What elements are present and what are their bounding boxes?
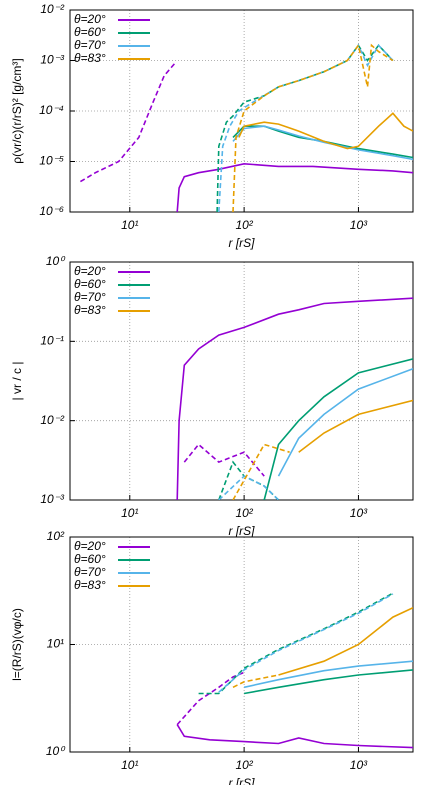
x-axis-label: r [rS] [229,524,256,538]
y-tick-label: 10⁻¹ [40,334,64,348]
legend-label: θ=20° [74,539,106,553]
y-tick-label: 10² [47,529,65,543]
legend-label: θ=83° [74,578,106,592]
series-line [79,62,176,183]
series-line [232,125,413,159]
y-tick-label: 10⁻³ [40,53,65,67]
series-line [277,368,413,477]
legend-label: θ=70° [74,290,106,304]
y-tick-label: 10¹ [47,637,64,651]
series-line [243,669,413,695]
series-line [216,43,394,212]
x-tick-label: 10¹ [121,506,138,520]
series-line [176,671,245,726]
legend-label: θ=60° [74,25,106,39]
x-axis-label: r [rS] [229,236,256,250]
x-tick-label: 10³ [350,218,368,232]
y-axis-label: | vr / c | [10,362,24,401]
legend-label: θ=83° [74,303,106,317]
x-tick-label: 10¹ [121,758,138,772]
series-line [232,674,279,689]
y-tick-label: 10⁻³ [40,492,65,506]
x-tick-label: 10³ [350,506,368,520]
y-tick-label: 10⁻⁵ [39,154,64,168]
legend-label: θ=20° [74,12,106,26]
series-line [198,592,394,695]
legend-label: θ=83° [74,51,106,65]
series-line [176,724,413,749]
series-line [243,660,413,689]
y-tick-label: 10⁻² [40,2,65,16]
y-axis-label: ρ(vr/c)(r/rS)² [g/cm³] [10,58,24,163]
series-line [232,443,290,500]
x-tick-label: 10¹ [121,218,138,232]
legend-label: θ=70° [74,38,106,52]
series-line [218,43,394,212]
y-axis-label: l=(R/rS)(vφ/c) [10,608,24,681]
series-line [238,112,413,150]
y-tick-label: 10⁻⁶ [39,204,64,218]
x-tick-label: 10² [235,506,253,520]
legend-label: θ=20° [74,264,106,278]
series-line [232,125,413,161]
series-line [232,43,394,212]
x-axis-label: r [rS] [229,776,256,785]
plot-frame [69,536,414,753]
legend-label: θ=60° [74,552,106,566]
y-tick-label: 10⁰ [46,744,66,758]
series-line [176,162,413,212]
x-tick-label: 10² [235,218,253,232]
series-line [218,475,280,500]
series-line [263,358,413,500]
x-tick-label: 10³ [350,758,368,772]
plot-frame [69,9,414,213]
y-tick-label: 10⁻⁴ [39,103,64,117]
series-line [183,443,265,477]
y-tick-label: 10⁰ [46,254,66,268]
legend-label: θ=70° [74,565,106,579]
x-tick-label: 10² [235,758,253,772]
legend-label: θ=60° [74,277,106,291]
series-line [218,593,394,693]
series-line [278,606,413,676]
y-tick-label: 10⁻² [40,413,65,427]
plot-frame [69,261,414,501]
series-line [176,297,413,500]
series-line [298,399,413,453]
